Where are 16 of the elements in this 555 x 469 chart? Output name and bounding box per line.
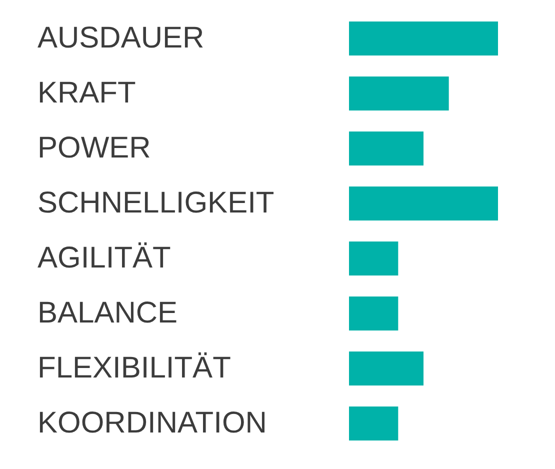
bar [349,186,498,221]
bar [349,351,424,386]
bar [349,296,398,331]
y-tick-label: AGILITÄT [38,242,171,274]
y-tick-label: FLEXIBILITÄT [38,352,231,384]
y-tick-label: POWER [38,132,151,164]
bar [349,131,424,166]
bar [349,406,398,441]
y-tick-label: KRAFT [38,76,136,110]
bar [349,21,498,56]
y-tick-label: BALANCE [38,296,178,330]
y-tick-label: SCHNELLIGKEIT [38,186,274,220]
y-tick-label: KOORDINATION [38,406,267,440]
bar [349,241,398,276]
bar [349,76,449,111]
y-tick-label: AUSDAUER [38,22,204,54]
